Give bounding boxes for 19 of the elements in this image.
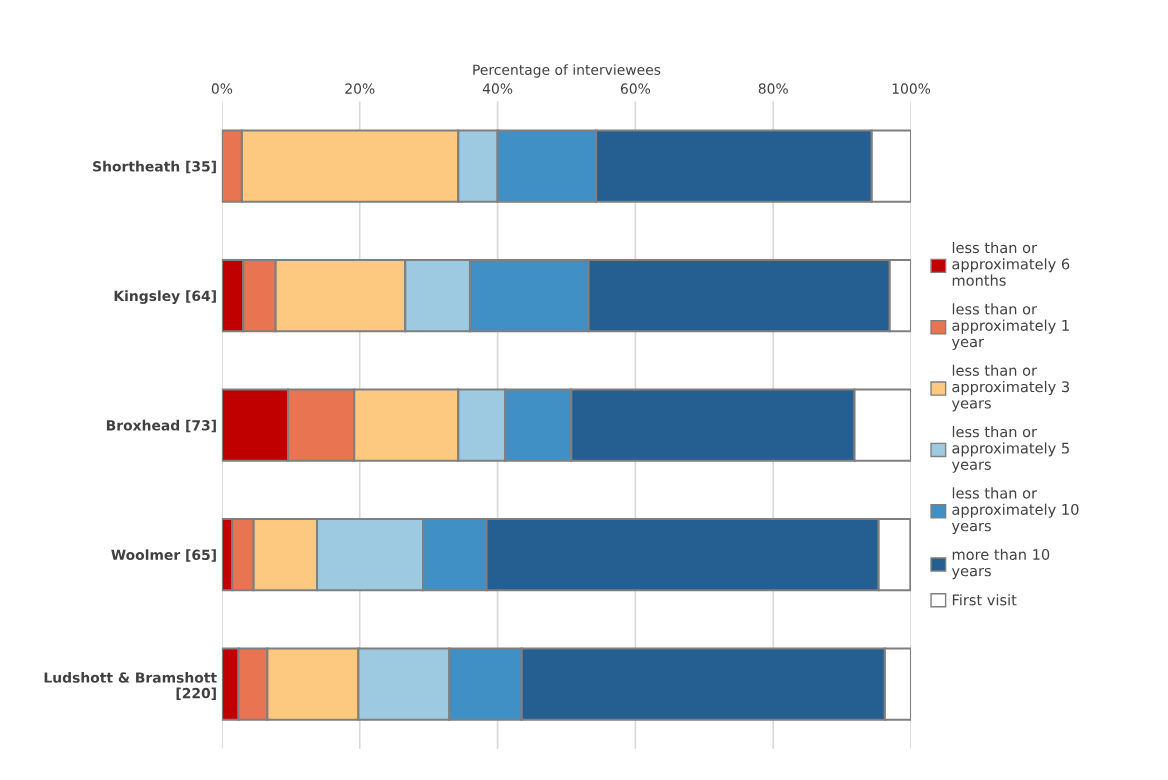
legend-label: less than or approximately 1 year [951,303,1069,351]
x-tick-label: 0% [211,83,233,94]
x-tick-label: 20% [345,83,375,94]
legend-label: more than 10 years [951,548,1050,580]
y-tick-label: Kingsley [64] [114,290,216,304]
legend-label: less than or approximately 10 years [951,487,1079,535]
x-tick-label: 80% [758,83,788,94]
x-tick-label: 100% [892,83,931,94]
y-tick-label: Broxhead [73] [106,419,216,433]
legend-label: less than or approximately 3 years [951,364,1069,412]
y-tick-label: Ludshott & Bramshott [220] [44,672,217,700]
x-tick-label: 40% [482,83,513,94]
x-tick-label: 60% [620,83,651,94]
y-tick-label: Shortheath [35] [93,160,216,174]
legend-label: First visit [952,594,1017,606]
legend-label: less than or approximately 5 years [951,425,1069,473]
x-axis-title: Percentage of interviewees [473,64,661,78]
y-tick-label: Woolmer [65] [111,549,216,562]
legend-label: less than or approximately 6 months [952,241,1070,286]
